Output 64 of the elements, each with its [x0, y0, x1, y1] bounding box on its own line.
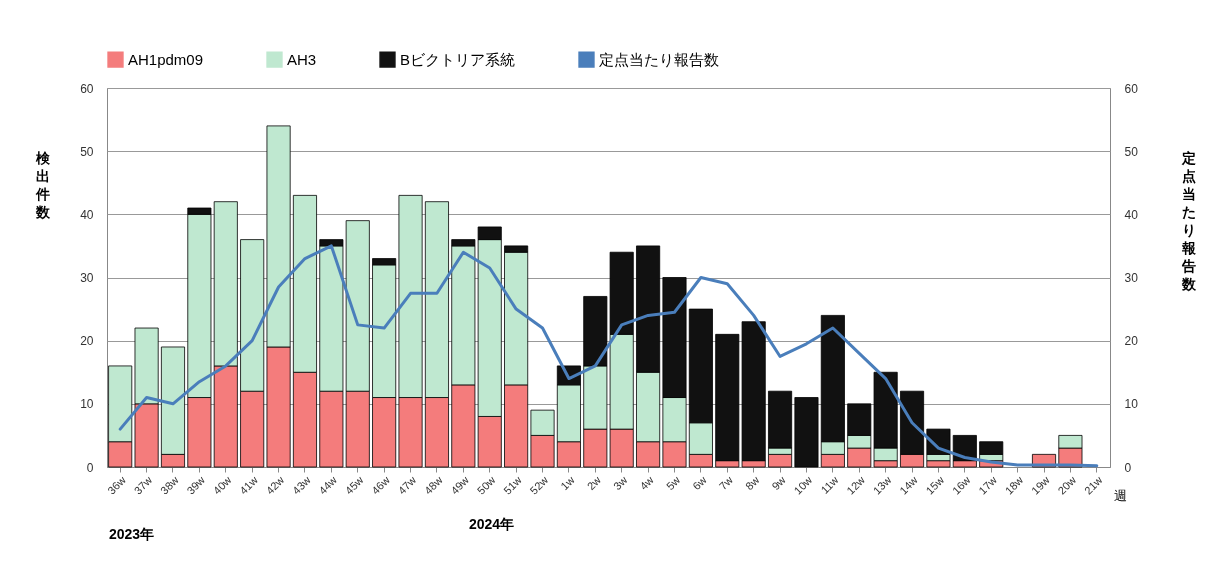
x-tick-label: 51w	[501, 473, 524, 497]
x-tick-label: 2w	[584, 473, 604, 493]
x-tick-label: 10w	[791, 473, 815, 497]
y2-tick-label: 40	[1124, 207, 1139, 222]
x-tick-label: 18w	[1002, 473, 1026, 497]
y2-tick-label: 20	[1124, 334, 1139, 349]
x-tick-label: 21w	[1081, 473, 1105, 497]
x-tick-label: 20w	[1055, 473, 1079, 497]
x-tick-label: 3w	[611, 473, 630, 493]
y2-tick-label: 30	[1124, 271, 1139, 285]
x-tick-label: 44w	[316, 473, 340, 497]
legend-label: 定点当たり報告数	[599, 50, 719, 68]
legend-label: Bビクトリア系統	[400, 50, 516, 68]
x-tick-label: 38w	[158, 473, 181, 497]
x-tick-label: 11w	[818, 473, 841, 496]
y2-tick-label: 0	[1124, 460, 1132, 475]
legend-label: AH3	[287, 50, 317, 68]
x-tick-label: 36w	[105, 473, 129, 497]
x-tick-label: 48w	[421, 473, 445, 497]
x-tick-label: 42w	[263, 473, 287, 497]
x-tick-label: 45w	[342, 473, 366, 497]
x-tick-label: 7w	[716, 473, 736, 493]
x-tick-label: 41w	[237, 473, 260, 497]
x-tick-label: 14w	[897, 473, 920, 497]
y-tick-label: 30	[80, 271, 94, 285]
x-tick-label: 1w	[558, 473, 577, 493]
x-tick-label: 47w	[395, 473, 419, 497]
x-tick-label: 12w	[844, 473, 868, 497]
y2-axis-title: 定点当たり報告数	[1180, 149, 1197, 292]
text: 2024年	[469, 516, 515, 532]
bar	[794, 397, 819, 468]
x-tick-label: 46w	[369, 473, 392, 497]
x-tick-label: 17w	[976, 473, 1000, 497]
y-tick-label: 40	[80, 207, 94, 222]
bar	[768, 453, 793, 468]
x-tick-label: 5w	[663, 473, 683, 493]
x-tick-label: 9w	[769, 473, 788, 493]
y-tick-label: 60	[80, 81, 94, 96]
y-tick-label: 0	[86, 460, 94, 475]
x-tick-label: 6w	[690, 473, 709, 493]
x-tick-label: 49w	[448, 473, 472, 497]
x-tick-label: 4w	[637, 473, 656, 493]
x-tick-label: 43w	[289, 473, 313, 497]
x-tick-label: 39w	[184, 473, 208, 497]
x-tick-label: 8w	[743, 473, 762, 493]
x-tick-label: 16w	[949, 473, 973, 497]
x-tick-label: 40w	[210, 473, 234, 497]
x-tick-label: 37w	[131, 473, 155, 497]
y2-tick-label: 10	[1124, 397, 1139, 412]
x-tick-label: 52w	[527, 473, 551, 497]
line-series	[118, 244, 1099, 468]
y-tick-label: 10	[80, 397, 94, 412]
y2-tick-label: 50	[1124, 144, 1139, 159]
y-axis-title: 検出件数	[34, 149, 51, 220]
x-tick-label: 15w	[923, 473, 947, 497]
legend-label: AH1pdm09	[128, 50, 204, 68]
y-tick-label: 50	[80, 144, 94, 159]
y2-tick-label: 60	[1124, 81, 1139, 96]
text: 2023年	[109, 526, 155, 542]
x-tick-label: 19w	[1029, 473, 1052, 497]
y-tick-label: 20	[80, 334, 94, 349]
x-tick-label: 13w	[870, 473, 894, 497]
x-axis-title: 週	[1114, 487, 1127, 503]
x-tick-label: 50w	[474, 473, 498, 497]
